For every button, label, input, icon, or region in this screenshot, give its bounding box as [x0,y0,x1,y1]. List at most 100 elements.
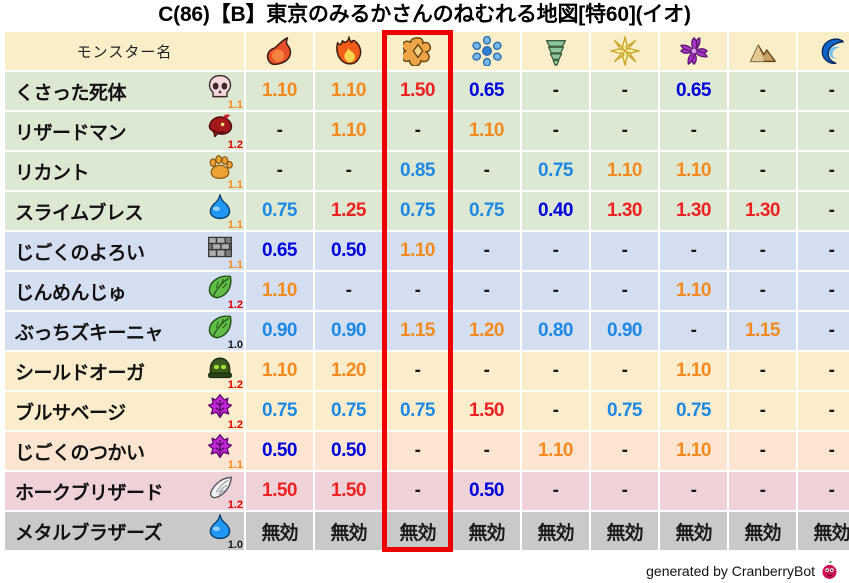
resistance-cell: 1.10 [522,432,589,470]
resistance-cell: - [729,112,796,150]
resistance-cell: - [798,392,849,430]
monster-multiplier-badge: 1.1 [227,179,243,191]
brickwall-icon: 1.1 [204,232,244,271]
monster-name-label: リザードマン [15,122,127,144]
resistance-cell: - [660,472,727,510]
table-row: リザードマン 1.2-1.10-1.10- - - - - [5,112,849,151]
resistance-cell: - [660,232,727,270]
resistance-cell: - [798,432,849,470]
column-header-gira[interactable] [315,32,382,70]
column-header-jiba[interactable] [729,32,796,70]
monster-name-cell[interactable]: くさった死体 1.1 [5,72,244,111]
resistance-cell: - [591,112,658,150]
resistance-cell: 無効 [246,512,313,550]
resistance-cell: - [729,152,796,190]
monster-multiplier-badge: 1.2 [227,299,243,311]
resistance-cell: - [453,272,520,310]
monster-name-cell[interactable]: ブルサベージ 1.2 [5,392,244,431]
resistance-cell: - [660,112,727,150]
monster-name-label: じんめんじゅ [15,282,127,304]
column-header-io[interactable] [384,32,451,70]
resistance-cell: 0.85 [384,152,451,190]
dragonhead-icon: 1.2 [204,112,244,151]
monster-name-label: メタルブラザーズ [15,522,163,544]
flame-icon [315,36,382,66]
column-header-mera[interactable] [246,32,313,70]
starburst-icon [591,36,658,66]
footer-text: generated by CranberryBot [646,562,815,579]
resistance-cell: 0.65 [246,232,313,270]
fireball-icon [246,36,313,66]
footer-credit: generated by CranberryBot [646,560,839,580]
monster-name-cell[interactable]: スライムブレス 1.1 [5,192,244,231]
resistance-cell: 1.15 [729,312,796,350]
column-header-dein[interactable] [591,32,658,70]
monster-name-cell[interactable]: リザードマン 1.2 [5,112,244,151]
table-row: じごくのつかい 1.1 0.50 0.50- -1.10-1.10- - [5,432,849,471]
resistance-cell: - [522,72,589,110]
resistance-cell: - [384,352,451,390]
monster-name-cell[interactable]: ホークブリザード 1.2 [5,472,244,511]
resistance-cell: 0.65 [660,72,727,110]
monster-name-label: ぶっちズキーニャ [15,322,164,344]
resistance-cell: - [798,72,849,110]
resistance-cell: 無効 [729,512,796,550]
resistance-cell: 無効 [798,512,849,550]
monster-name-cell[interactable]: シールドオーガ 1.2 [5,352,244,391]
resistance-cell: 1.10 [315,72,382,110]
cranberry-icon [820,560,839,580]
resistance-cell: 1.50 [315,472,382,510]
resistance-cell: - [522,472,589,510]
resistance-cell: 1.10 [660,352,727,390]
resistance-cell: 0.50 [246,432,313,470]
monster-name-cell[interactable]: ぶっちズキーニャ 1.0 [5,312,244,351]
monster-name-label: リカント [15,162,90,184]
monster-name-cell[interactable]: じんめんじゅ 1.2 [5,272,244,311]
monster-name-label: ブルサベージ [15,402,126,424]
darkspiral-icon [660,36,727,66]
resistance-cell: - [384,272,451,310]
resistance-cell: - [384,112,451,150]
monster-multiplier-badge: 1.1 [227,459,243,471]
column-header-bagi[interactable] [522,32,589,70]
resistance-cell: 無効 [660,512,727,550]
table-wrapper: モンスター名 くさった死体 1.1 1.10 1.10 1.50 0.65- -0.65- -… [0,30,849,552]
resistance-cell: - [591,72,658,110]
resistance-cell: 1.10 [315,112,382,150]
table-row: ブルサベージ 1.2 0.75 0.75 0.75 1.50-0.75 0.75- - [5,392,849,431]
monster-name-label: ホークブリザード [15,482,164,504]
leaf-icon: 1.0 [204,312,244,351]
monster-multiplier-badge: 1.1 [227,259,243,271]
resistance-cell: 0.65 [453,72,520,110]
resistance-cell: 1.30 [660,192,727,230]
resistance-cell: - [591,232,658,270]
resistance-cell: - [453,352,520,390]
resistance-cell: - [522,112,589,150]
column-header-dorurei[interactable] [798,32,849,70]
monster-name-cell[interactable]: リカント 1.1 [5,152,244,191]
column-header-hyado[interactable] [453,32,520,70]
resistance-cell: 0.75 [660,392,727,430]
resistance-cell: 1.20 [315,352,382,390]
resistance-cell: 1.10 [384,232,451,270]
resistance-cell: 0.50 [315,232,382,270]
monster-name-cell[interactable]: じごくのつかい 1.1 [5,432,244,471]
resistance-cell: - [522,272,589,310]
skull-icon: 1.1 [204,72,244,111]
column-header-dorma[interactable] [660,32,727,70]
resistance-cell: - [453,232,520,270]
resistance-cell: 無効 [384,512,451,550]
resistance-cell: 0.75 [246,392,313,430]
resistance-cell: 1.20 [453,312,520,350]
resistance-cell: - [729,472,796,510]
table-row: じごくのよろい 1.1 0.65 0.50 1.10- - - - - - [5,232,849,271]
resistance-cell: - [453,152,520,190]
resistance-cell: - [591,272,658,310]
resistance-cell: 0.80 [522,312,589,350]
resistance-cell: - [729,352,796,390]
resistance-cell: 無効 [591,512,658,550]
monster-name-cell[interactable]: メタルブラザーズ 1.0 [5,512,244,551]
monster-name-cell[interactable]: じごくのよろい 1.1 [5,232,244,271]
resistance-cell: - [315,272,382,310]
resistance-cell: 1.10 [246,72,313,110]
